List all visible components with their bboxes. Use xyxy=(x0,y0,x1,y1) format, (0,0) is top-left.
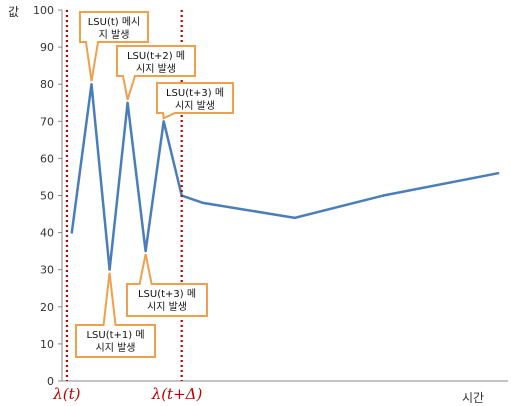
callout-box xyxy=(156,82,234,120)
y-tick-label: 60 xyxy=(40,152,54,165)
y-tick-label: 20 xyxy=(40,301,54,314)
callout-4: LSU(t+1) 메시지 발생 xyxy=(75,272,156,358)
y-tick-label: 90 xyxy=(40,41,54,54)
marker-label-1: λ(t+Δ) xyxy=(151,385,203,403)
callout-text: LSU(t+2) 메 xyxy=(127,50,185,62)
y-tick-label: 40 xyxy=(40,227,54,240)
y-tick-label: 100 xyxy=(33,4,54,17)
callout-0: LSU(t) 메시지 발생 xyxy=(79,11,149,82)
callout-text: 지 발생 xyxy=(99,29,130,41)
callout-text: LSU(t) 메시 xyxy=(88,16,141,28)
callout-text: 시지 발생 xyxy=(147,301,187,313)
data-point-4 xyxy=(144,249,147,253)
callout-text: 시지 발생 xyxy=(175,100,215,112)
data-point-2 xyxy=(108,268,111,271)
data-point-3 xyxy=(126,101,129,104)
y-tick-label: 0 xyxy=(47,375,54,388)
y-tick-label: 50 xyxy=(40,190,54,203)
y-tick-label: 80 xyxy=(40,78,54,91)
marker-label-0: λ(t) xyxy=(52,385,80,403)
y-tick-label: 70 xyxy=(40,115,54,128)
data-point-1 xyxy=(90,83,93,86)
series-line xyxy=(70,84,499,270)
data-point-5 xyxy=(162,120,165,123)
y-tick-label: 30 xyxy=(40,264,54,277)
data-point-8 xyxy=(293,216,297,219)
callout-1: LSU(t+2) 메시지 발생 xyxy=(116,45,196,101)
callout-text: 시지 발생 xyxy=(96,342,136,354)
callout-text: LSU(t+3) 메 xyxy=(166,87,224,99)
callout-box xyxy=(75,272,156,358)
y-axis-label: 값 xyxy=(8,5,19,19)
series-layer xyxy=(70,83,500,271)
callout-text: 시지 발생 xyxy=(136,63,176,75)
marker-layer: λ(t) λ(t+Δ) xyxy=(52,10,202,403)
callout-3: LSU(t+3) 메시지 발생 xyxy=(126,253,208,317)
data-point-9 xyxy=(382,194,385,197)
data-point-0 xyxy=(70,231,74,234)
callout-text: LSU(t+1) 메 xyxy=(86,329,144,341)
y-tick-label: 10 xyxy=(40,338,54,351)
callout-box xyxy=(116,45,196,101)
axes: 0 10 20 30 40 50 60 70 80 90 100 xyxy=(33,4,508,388)
callout-box xyxy=(79,11,149,82)
callout-text: LSU(t+3) 메 xyxy=(138,288,196,300)
callout-2: LSU(t+3) 메시지 발생 xyxy=(156,82,234,120)
x-axis-label: 시간 xyxy=(462,391,484,405)
data-point-10 xyxy=(496,172,500,175)
data-point-7 xyxy=(201,201,205,205)
callout-box xyxy=(126,253,208,317)
